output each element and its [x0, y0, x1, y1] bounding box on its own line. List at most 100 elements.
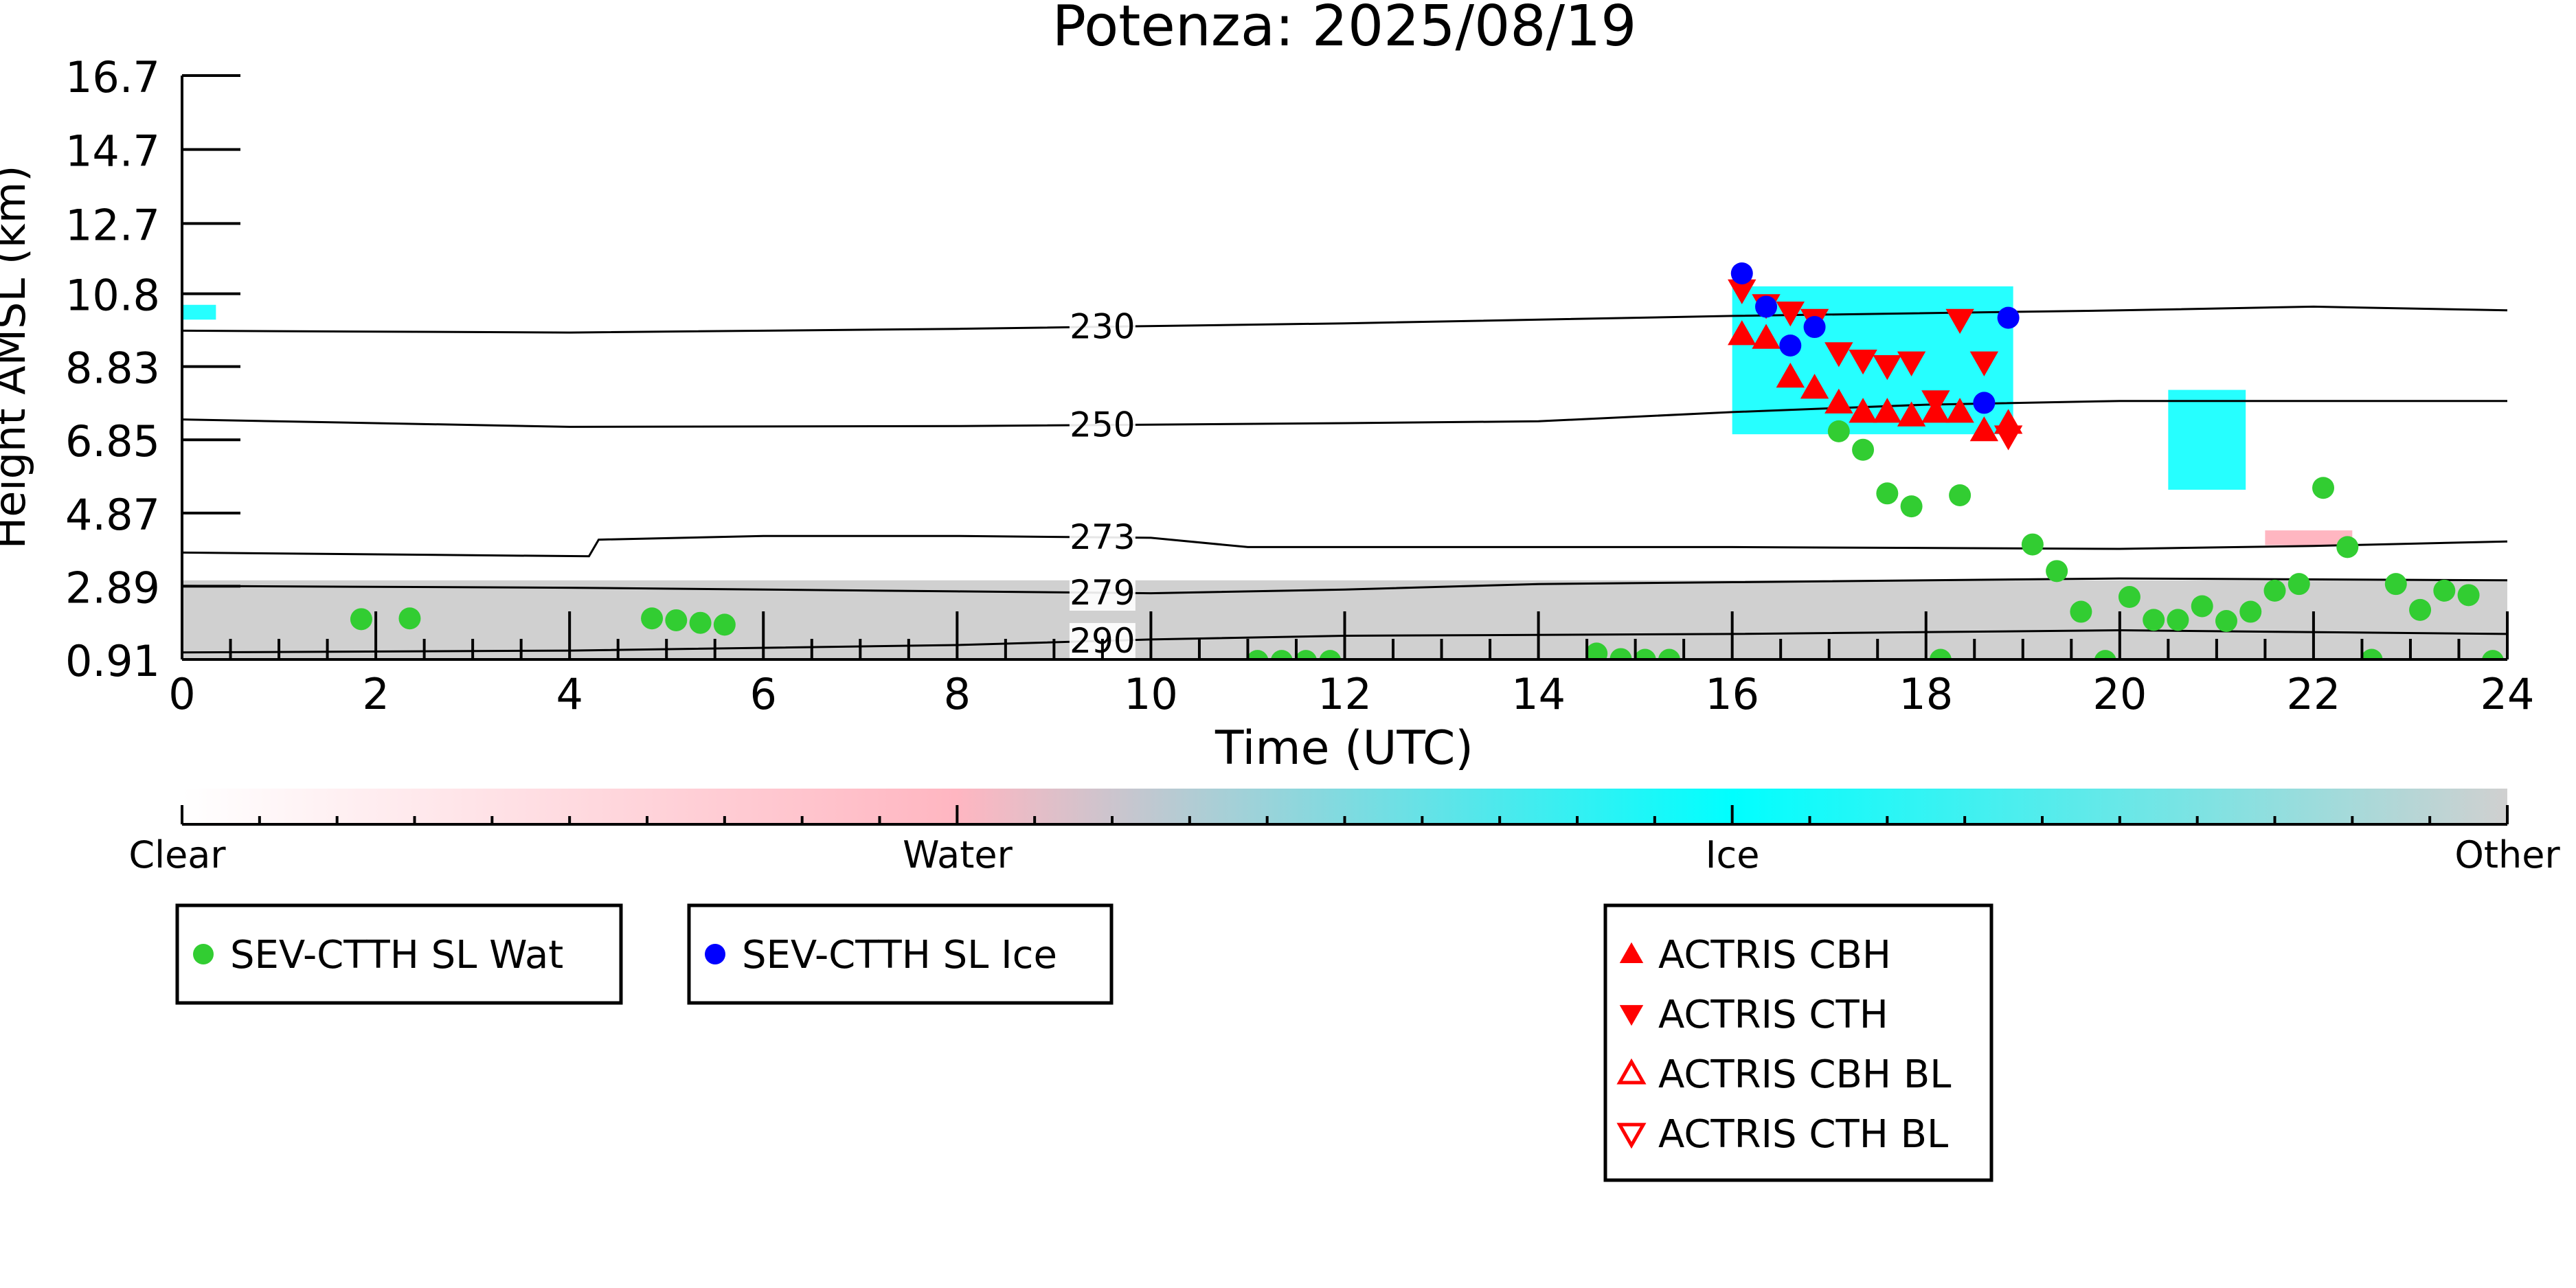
point-actris-cth: [1969, 351, 1999, 376]
legend-label: ACTRIS CTH: [1658, 993, 1888, 1037]
isotherm-label-bg: [1069, 519, 1136, 556]
point-actris-cth: [1776, 301, 1805, 327]
y-axis-label: Height AMSL (km): [0, 166, 35, 550]
point-actris-cbh: [1728, 320, 1756, 346]
legend-entry-actris-cth-bl: ACTRIS CTH BL: [1616, 1112, 1948, 1157]
y-tick-label: 16.7: [65, 52, 160, 102]
legend-label: ACTRIS CTH BL: [1658, 1112, 1948, 1157]
legend-marker: [1616, 1122, 1647, 1149]
legend-box-3: ACTRIS CBH ACTRIS CTH ACTRIS CBH BL ACTRIS …: [1603, 903, 1993, 1182]
point-sev-ctth-sl-wat: [1900, 495, 1923, 518]
point-sev-ctth-sl-wat: [1929, 648, 1952, 659]
point-actris-cth: [1921, 390, 1950, 416]
point-sev-ctth-sl-wat: [2457, 584, 2480, 607]
y-tick-label: 12.7: [65, 200, 160, 250]
point-sev-ctth-sl-ice: [1973, 392, 1996, 414]
point-sev-ctth-sl-wat: [2433, 579, 2456, 602]
legend-box-1: SEV-CTTH SL Wat: [175, 903, 623, 1005]
y-tick-label: 10.8: [65, 271, 160, 321]
x-tick-label: 16: [1705, 669, 1759, 719]
x-tick-label: 0: [168, 669, 195, 719]
isotherm-290: [181, 629, 2508, 654]
point-actris-cbh: [1945, 398, 1974, 423]
legend-entry-sev-ctth-sl-wat: SEV-CTTH SL Wat: [193, 933, 563, 978]
colorbar: Clear Water Ice Other: [128, 789, 2560, 877]
point-sev-ctth-sl-wat: [2312, 477, 2335, 499]
cloud-classification-layer: [182, 286, 2507, 659]
legend-entry-actris-cbh-bl: ACTRIS CBH BL: [1616, 1052, 1951, 1097]
x-axis-label: Time (UTC): [1214, 721, 1473, 776]
point-sev-ctth-sl-wat: [2070, 600, 2092, 623]
legend-entry-actris-cbh: ACTRIS CBH: [1619, 933, 1891, 978]
isotherm-label-bg: [1069, 308, 1136, 345]
legend-marker: [1619, 942, 1644, 963]
points-layer: [350, 262, 2504, 659]
point-actris-cth: [1849, 349, 1877, 375]
point-actris-cbh: [1873, 398, 1902, 423]
point-actris-cth: [1728, 279, 1756, 304]
y-tick-label: 4.87: [65, 490, 160, 540]
isotherm-279: [181, 577, 2508, 595]
legend-entry-sev-ctth-sl-ice: SEV-CTTH SL Ice: [705, 933, 1057, 978]
legend-marker: [705, 944, 725, 964]
point-actris-cth: [1824, 342, 1853, 368]
point-actris-cbh: [1849, 398, 1877, 423]
isotherm-230: [181, 305, 2508, 334]
isotherm-label-bg: [1069, 407, 1136, 443]
point-sev-ctth-sl-wat: [1295, 650, 1317, 659]
x-tick-label: 6: [750, 669, 777, 719]
point-sev-ctth-sl-wat: [1634, 648, 1656, 659]
isotherm-label-273: 273: [1070, 517, 1135, 557]
point-sev-ctth-sl-ice: [1997, 306, 2020, 329]
legend-marker: [1619, 1005, 1644, 1026]
point-sev-ctth-sl-wat: [1852, 438, 1875, 461]
y-tick-label: 14.7: [65, 126, 160, 177]
colorbar-label-clear: Clear: [128, 833, 226, 877]
x-tick-label: 18: [1899, 669, 1953, 719]
point-sev-ctth-sl-wat: [1270, 650, 1293, 659]
point-sev-ctth-sl-wat: [2409, 598, 2432, 621]
point-sev-ctth-sl-wat: [398, 607, 421, 630]
point-sev-ctth-sl-ice: [1755, 295, 1778, 318]
point-actris-cbh: [1897, 401, 1926, 427]
isotherm-label-250: 250: [1070, 405, 1135, 445]
legend-label: SEV-CTTH SL Ice: [742, 933, 1057, 978]
x-tick-label: 20: [2092, 669, 2147, 719]
isotherm-label-bg: [1069, 574, 1136, 611]
colorbar-label-water: Water: [903, 833, 1013, 877]
point-sev-ctth-sl-wat: [689, 611, 712, 634]
point-actris-cth: [1945, 308, 1974, 334]
isotherm-273: [181, 534, 2508, 558]
legend-label: ACTRIS CBH: [1658, 933, 1891, 978]
colorbar-ticks: [181, 805, 2509, 826]
point-actris-cbh: [1776, 363, 1805, 388]
isotherm-250: [181, 400, 2507, 428]
region-ice: [182, 304, 216, 320]
legend-label: ACTRIS CBH BL: [1658, 1052, 1951, 1097]
point-actris-cbh: [1824, 388, 1853, 414]
point-sev-ctth-sl-wat: [1609, 648, 1632, 659]
point-sev-ctth-sl-wat: [1246, 650, 1269, 659]
legend-marker: [193, 944, 214, 964]
point-actris-cbh: [1800, 374, 1829, 399]
point-sev-ctth-sl-wat: [1827, 420, 1850, 442]
legend-frame: [175, 903, 623, 1005]
point-sev-ctth-sl-wat: [2021, 533, 2044, 556]
legend-box-2: SEV-CTTH SL Ice: [687, 903, 1114, 1005]
point-sev-ctth-sl-wat: [2481, 650, 2504, 659]
point-sev-ctth-sl-wat: [665, 609, 688, 631]
point-sev-ctth-sl-wat: [2360, 648, 2383, 659]
x-tick-label: 4: [556, 669, 583, 719]
x-tick-label: 8: [944, 669, 971, 719]
y-tick-label: 8.83: [65, 343, 160, 394]
isotherm-label-279: 279: [1070, 573, 1135, 613]
x-tick-label: 12: [1318, 669, 1372, 719]
region-ice: [2168, 389, 2246, 490]
legend-frame: [687, 903, 1114, 1005]
legends: SEV-CTTH SL Wat SEV-CTTH SL Ice ACTRIS CBH…: [175, 903, 1993, 1182]
chart-title: Potenza: 2025/08/19: [1052, 0, 1637, 59]
point-sev-ctth-sl-wat: [2215, 610, 2237, 633]
point-actris-cth: [1993, 425, 2023, 451]
point-sev-ctth-sl-wat: [2046, 560, 2068, 583]
legend-label: SEV-CTTH SL Wat: [230, 933, 563, 978]
